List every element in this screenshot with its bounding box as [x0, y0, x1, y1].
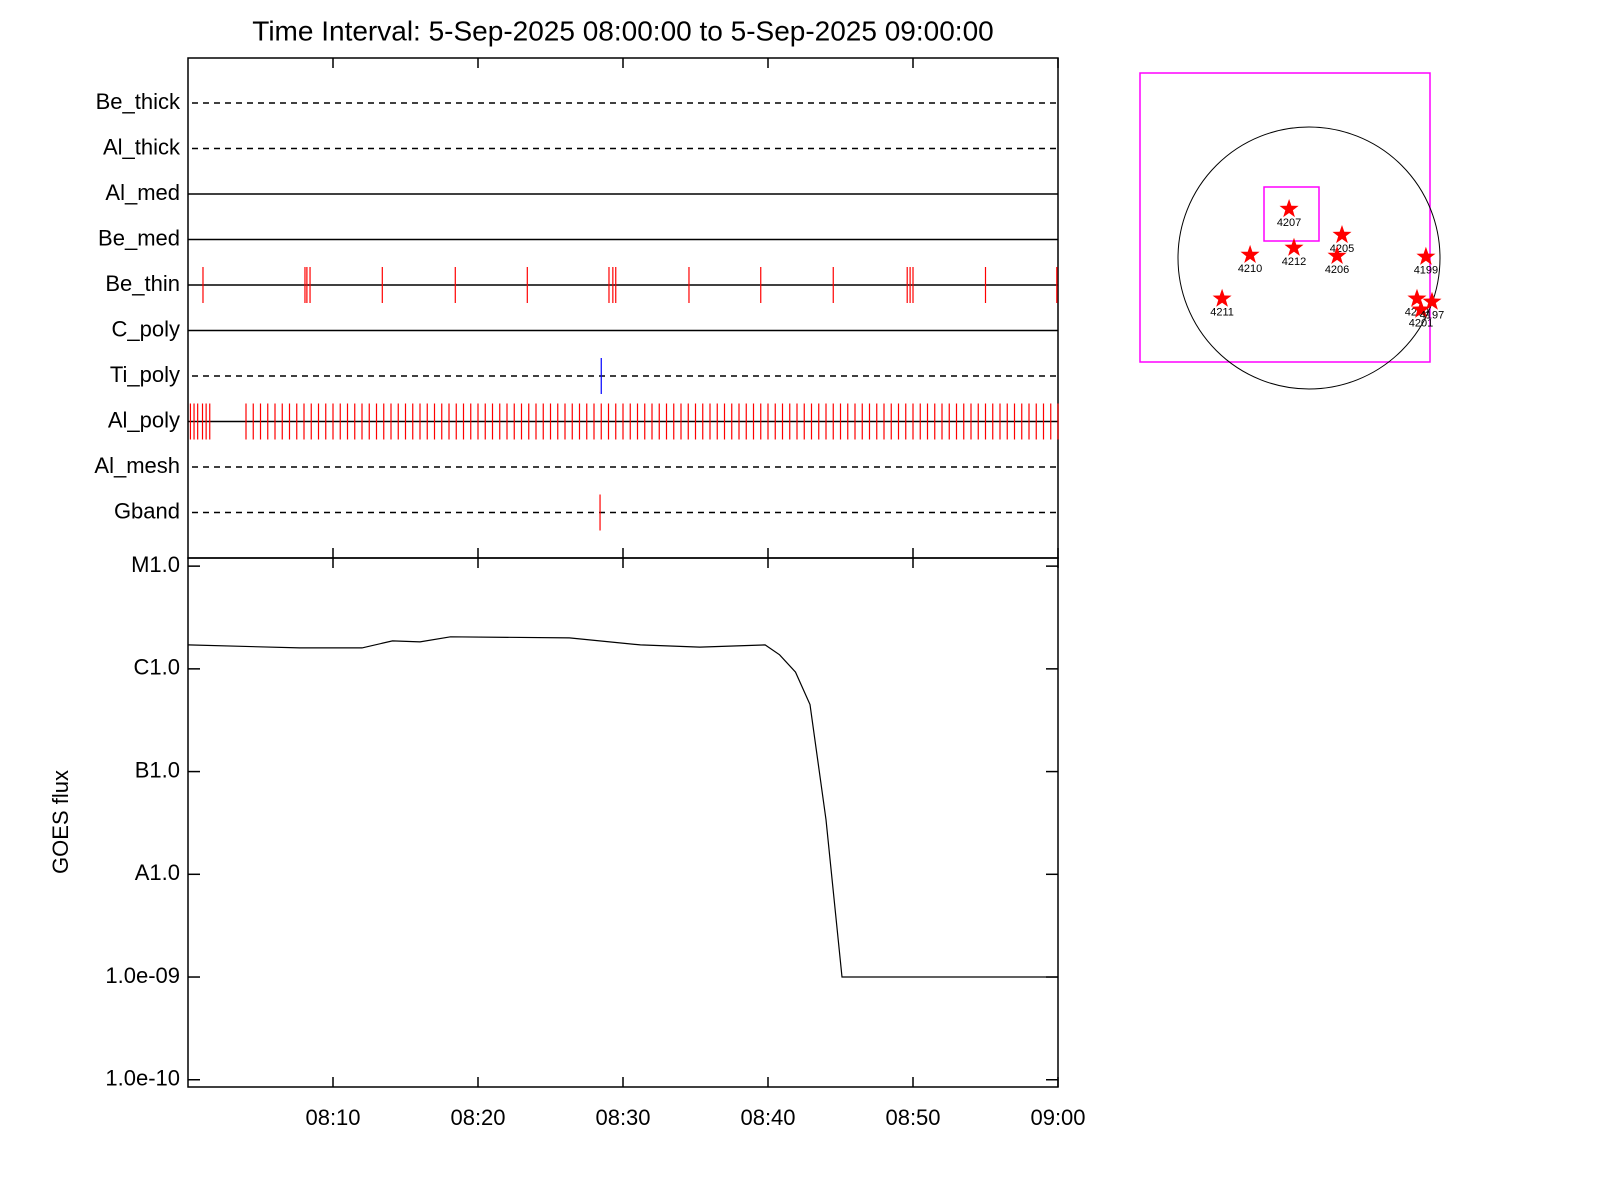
region-star	[1407, 288, 1427, 307]
y-tick-label: 1.0e-10	[105, 1066, 180, 1091]
x-tick-label: 08:20	[450, 1105, 505, 1130]
x-tick-label: 08:50	[885, 1105, 940, 1130]
region-star	[1416, 246, 1436, 265]
y-tick-label: B1.0	[135, 757, 180, 782]
row-label: Ti_poly	[110, 362, 180, 387]
region-label: 4210	[1238, 263, 1262, 275]
row-label: Be_thick	[96, 89, 181, 114]
region-star	[1422, 291, 1442, 310]
x-tick-label: 08:30	[595, 1105, 650, 1130]
region-star	[1332, 225, 1352, 244]
row-label: C_poly	[112, 316, 180, 341]
row-label: Be_thin	[105, 271, 180, 296]
y-tick-label: 1.0e-09	[105, 963, 180, 988]
region-label: 4197	[1420, 310, 1444, 322]
region-star	[1240, 244, 1260, 263]
region-label: 4201	[1409, 318, 1433, 330]
x-tick-label: 08:40	[740, 1105, 795, 1130]
row-label: Gband	[114, 498, 180, 523]
timeline-frame	[187, 57, 1059, 559]
map-frame	[1139, 72, 1431, 363]
chart-title: Time Interval: 5-Sep-2025 08:00:00 to 5-…	[252, 15, 993, 46]
row-label: Al_med	[105, 180, 180, 205]
row-label: Al_poly	[108, 407, 180, 432]
row-label: Al_thick	[103, 134, 181, 159]
solar-disk	[1177, 126, 1441, 390]
region-star	[1411, 299, 1431, 318]
y-tick-label: C1.0	[134, 655, 180, 680]
row-label: Be_med	[98, 225, 180, 250]
y-tick-label: A1.0	[135, 860, 180, 885]
x-tick-label: 09:00	[1030, 1105, 1085, 1130]
region-star	[1279, 199, 1299, 218]
region-label: 4211	[1210, 307, 1234, 319]
region-star	[1284, 237, 1304, 256]
region-label: 4206	[1325, 264, 1349, 276]
goes-line	[187, 636, 1058, 978]
region-star	[1212, 288, 1232, 307]
fov-box	[1263, 186, 1320, 242]
x-tick-label: 08:10	[305, 1105, 360, 1130]
region-label: 4199	[1414, 265, 1438, 277]
y-axis-label: GOES flux	[48, 770, 73, 874]
region-star	[1327, 245, 1347, 264]
region-label: 4207	[1277, 217, 1301, 229]
y-tick-label: M1.0	[131, 552, 180, 577]
goes-frame	[187, 557, 1059, 1088]
region-label: 4212	[1282, 256, 1306, 268]
row-label: Al_mesh	[94, 453, 180, 478]
